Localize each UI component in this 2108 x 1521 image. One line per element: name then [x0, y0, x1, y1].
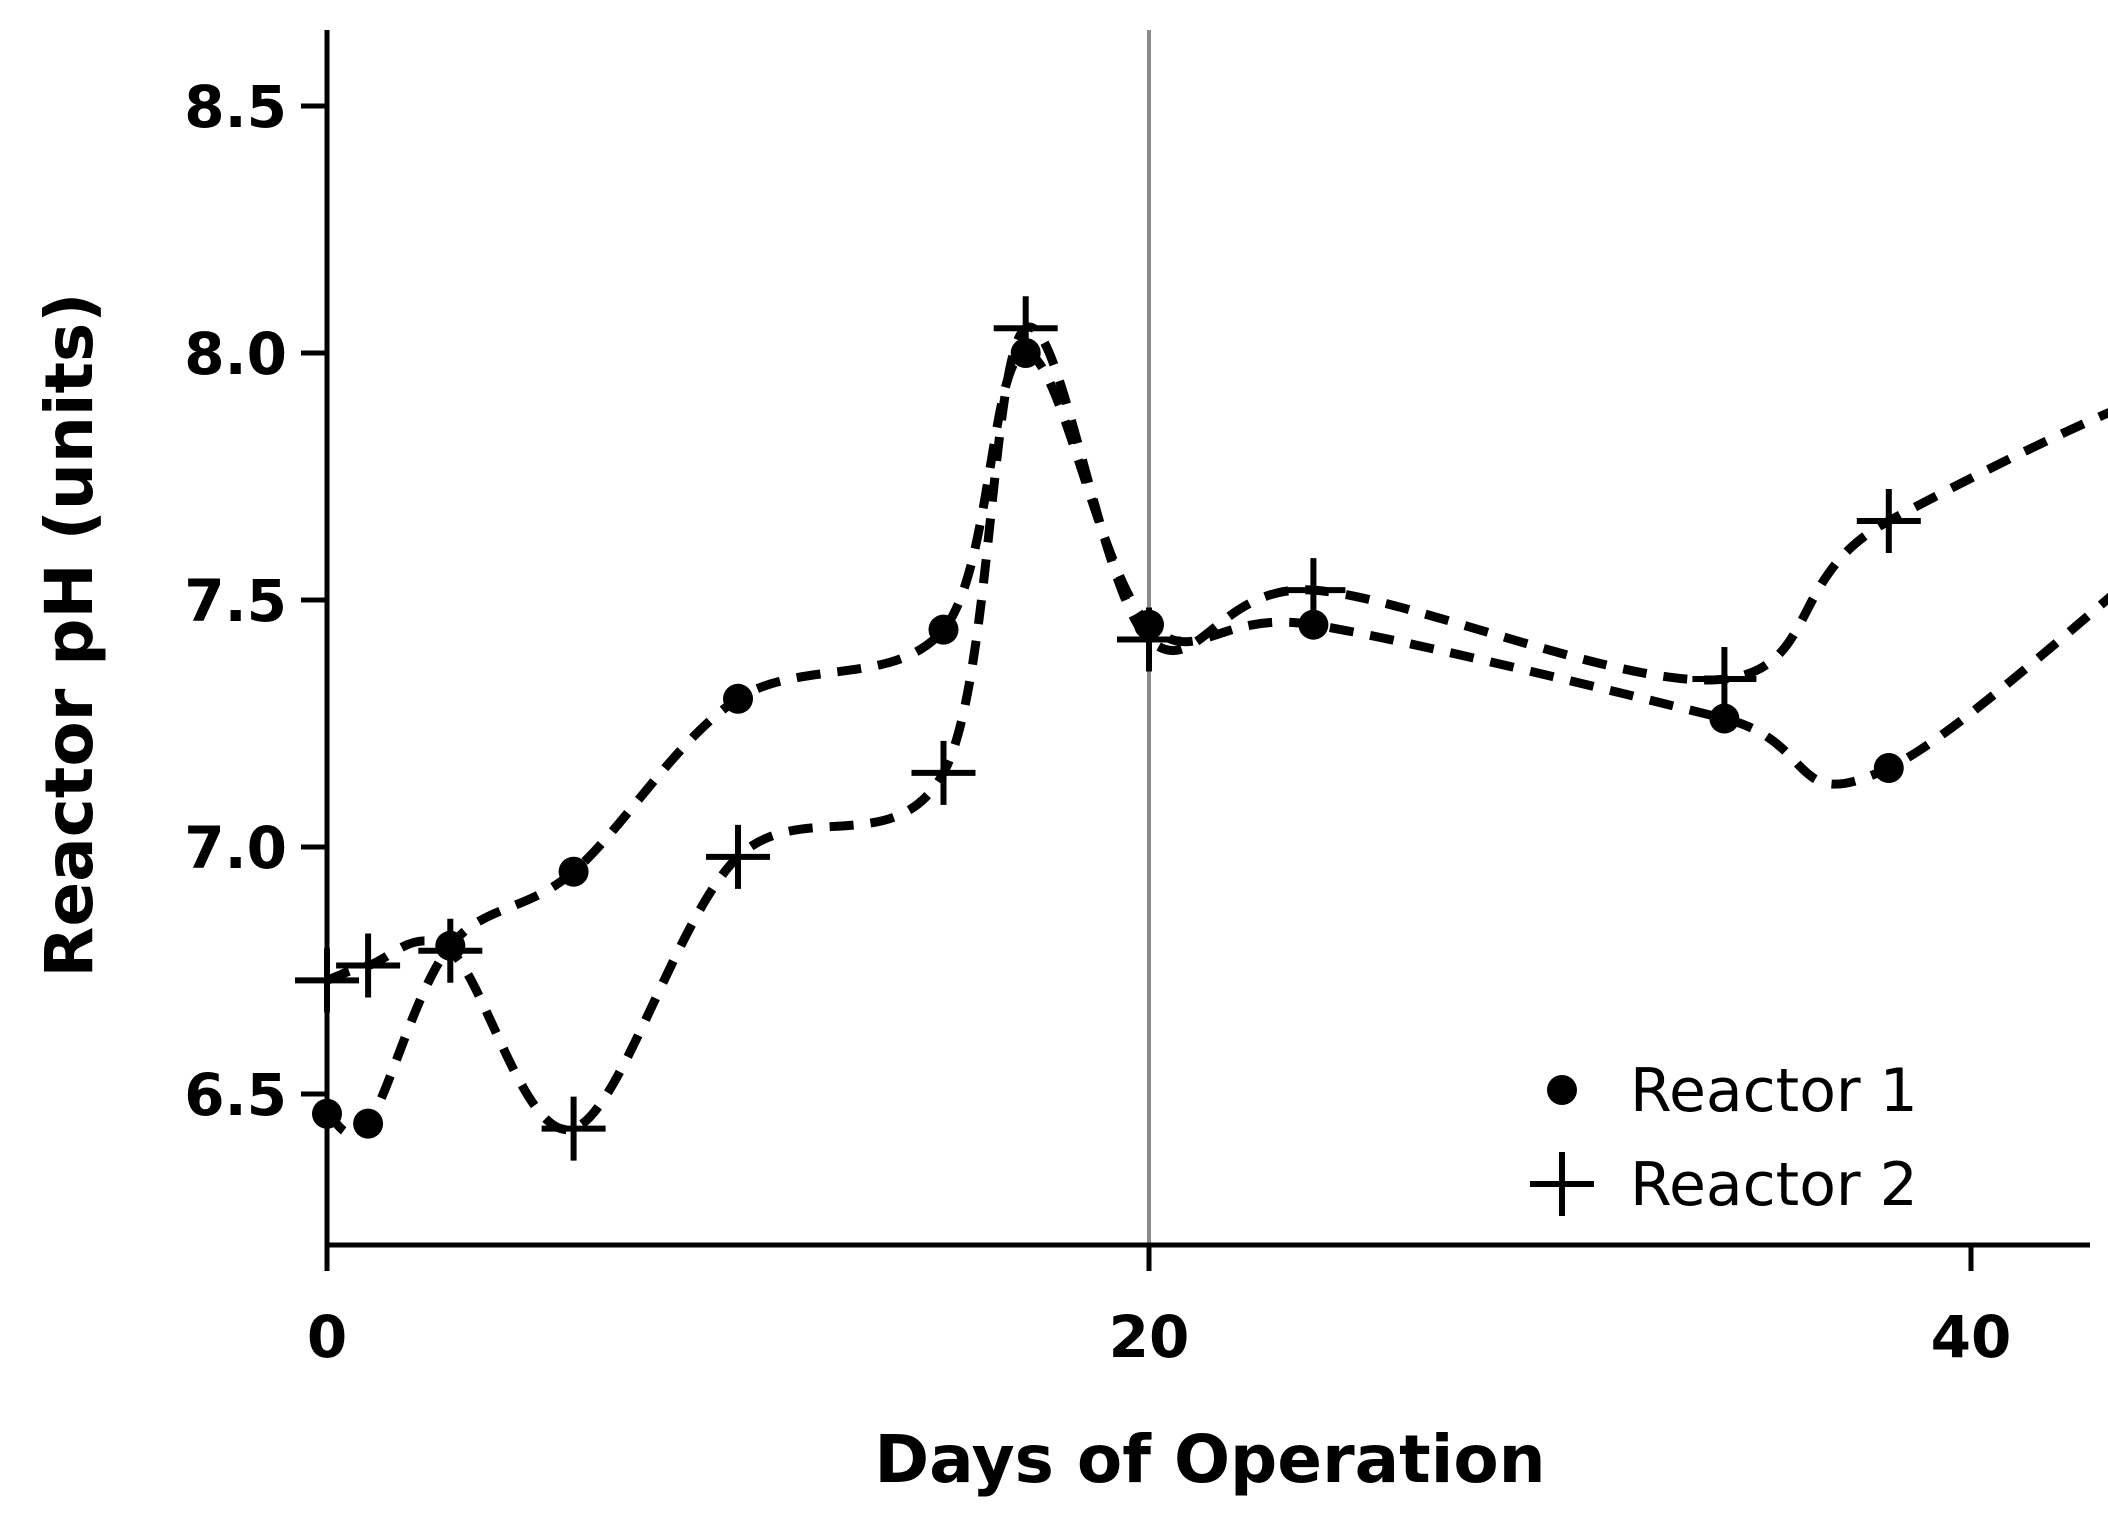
y-tick-label: 7.0: [184, 814, 287, 882]
series-2-point: [1117, 607, 1181, 672]
y-tick-label: 7.5: [184, 567, 287, 635]
series-2-point: [1281, 558, 1346, 623]
series-2-point: [706, 824, 770, 889]
x-tick-label: 20: [1109, 1303, 1190, 1371]
legend-label-1: Reactor 1: [1630, 1056, 1918, 1126]
series-1-point: [1298, 609, 1329, 640]
series-line-1: [324, 348, 2108, 1139]
series-2-point: [336, 933, 401, 998]
legend-label-2: Reactor 2: [1630, 1150, 1918, 1220]
series-1-point: [1709, 703, 1740, 734]
series-markers: [295, 296, 1921, 1161]
axes: 6.57.07.58.08.5020406080: [184, 30, 2090, 1371]
series-2-point: [1856, 488, 1921, 553]
series-2-point: [1692, 647, 1757, 712]
legend-marker-2: [1530, 1152, 1594, 1216]
y-tick-label: 8.0: [184, 320, 287, 388]
series-2-point: [295, 948, 359, 1013]
series-2-point: [541, 1096, 606, 1161]
series-2-point: [993, 296, 1058, 361]
series-1-point: [1873, 752, 1904, 783]
series-lines: [324, 322, 2108, 1139]
y-axis-title: Reactor pH (units): [31, 293, 108, 978]
series-1-point: [928, 614, 959, 645]
x-tick-label: 40: [1931, 1303, 2012, 1371]
x-axis-title: Days of Operation: [874, 1421, 1545, 1498]
legend-marker-1: [1547, 1075, 1577, 1105]
y-tick-label: 8.5: [184, 73, 287, 141]
series-1-point: [723, 683, 753, 714]
series-1-point: [353, 1108, 384, 1139]
series-2-point: [911, 740, 976, 805]
series-line-2: [325, 322, 2108, 1134]
series-1-point: [558, 856, 589, 887]
x-tick-label: 0: [307, 1303, 347, 1371]
y-tick-label: 6.5: [184, 1061, 287, 1129]
series-2-point: [418, 918, 483, 983]
legend: Reactor 1 Reactor 2: [1530, 1056, 1918, 1220]
series-1-point: [312, 1098, 342, 1129]
